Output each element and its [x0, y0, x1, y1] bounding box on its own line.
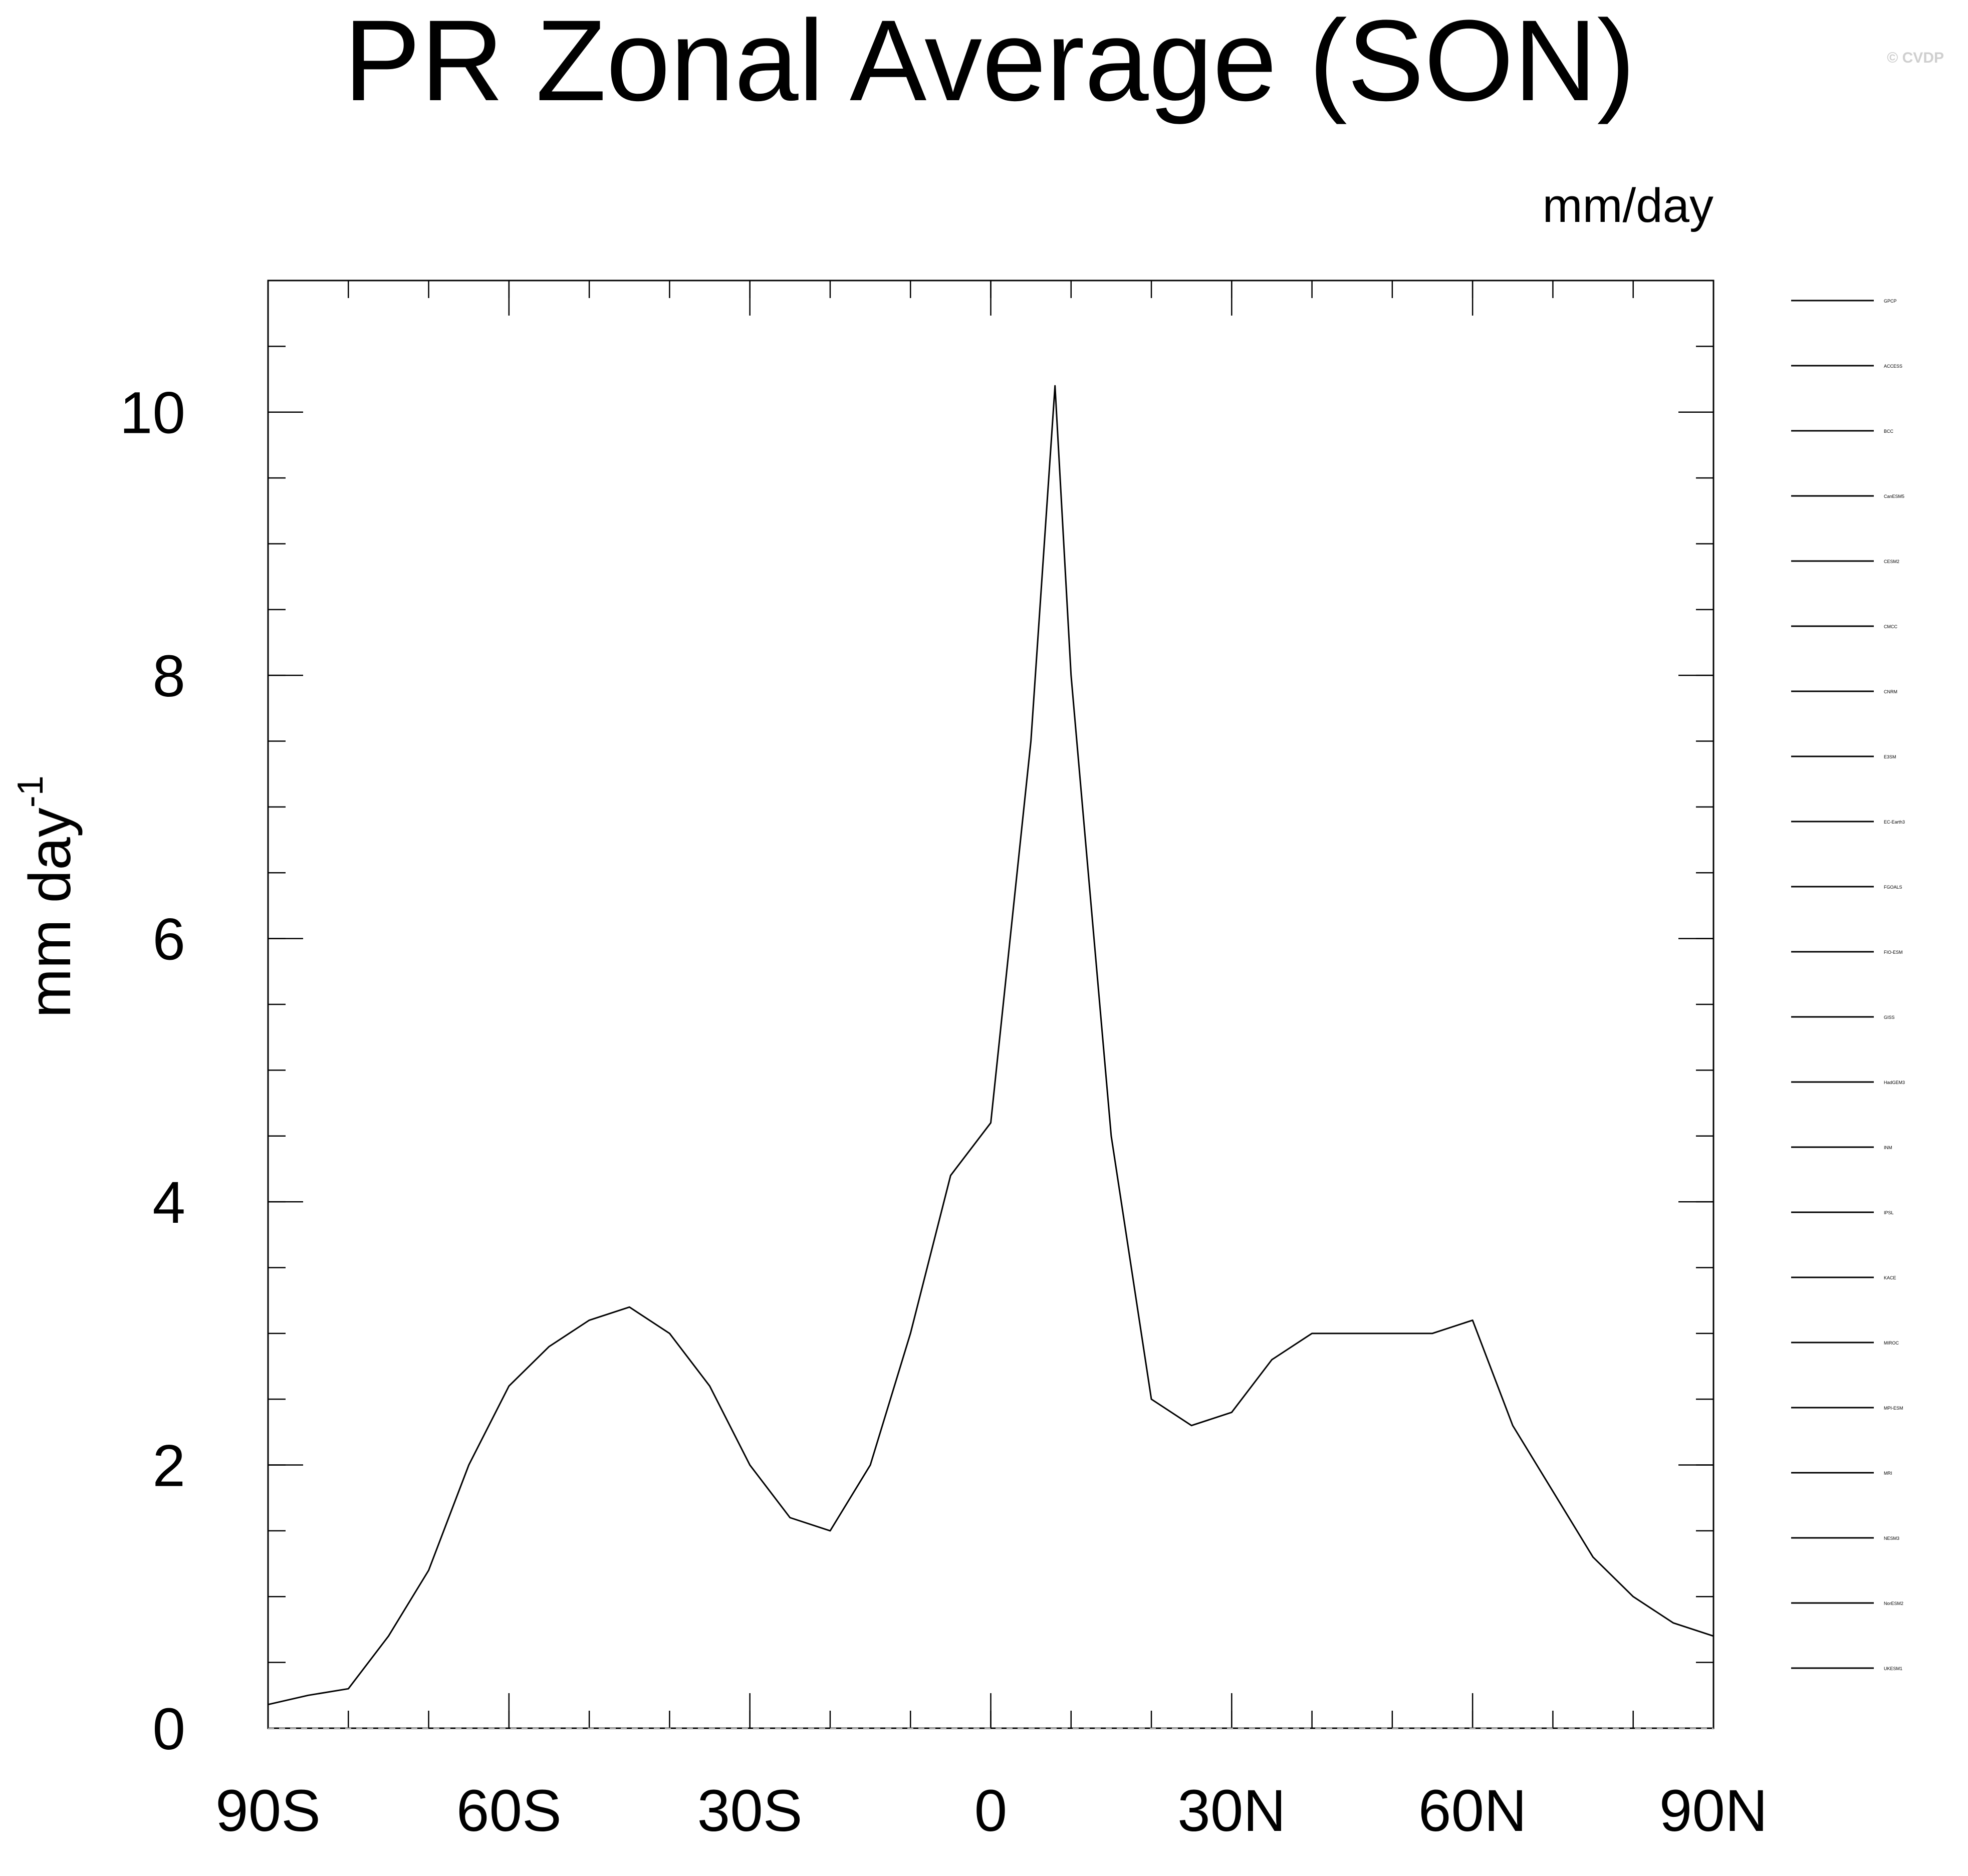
x-tick-label: 90N: [1659, 1778, 1768, 1844]
svg-text:mm day-1: mm day-1: [11, 775, 83, 1018]
legend-entry-label: CMCC: [1884, 624, 1897, 629]
chart-title: PR Zonal Average (SON): [344, 0, 1635, 125]
watermark: © CVDP: [1887, 50, 1944, 66]
legend-entry-label: MIROC: [1884, 1341, 1899, 1346]
legend-entry-label: ACCESS: [1884, 364, 1902, 369]
legend-entry-label: FGOALS: [1884, 885, 1902, 890]
y-axis-label-text: mm day: [17, 808, 83, 1018]
legend-entry-label: CanESM5: [1884, 494, 1904, 499]
legend-entry-label: UKESM1: [1884, 1666, 1902, 1671]
legend-entry-label: IPSL: [1884, 1210, 1894, 1215]
legend-entry-label: EC-Earth3: [1884, 820, 1905, 825]
y-axis-label-superscript: -1: [11, 775, 51, 808]
legend-entry-label: CESM2: [1884, 559, 1899, 564]
legend-entry-label: GISS: [1884, 1015, 1895, 1020]
x-tick-label: 60N: [1418, 1778, 1527, 1844]
y-tick-label: 4: [152, 1170, 185, 1236]
legend-entry-label: NorESM2: [1884, 1601, 1903, 1606]
plot-frame: [267, 280, 1714, 1729]
x-tick-label: 60S: [456, 1778, 562, 1844]
y-tick-label: 10: [120, 380, 185, 446]
legend-entry-label: GPCP: [1884, 299, 1897, 304]
legend-entry-label: HadGEM3: [1884, 1080, 1905, 1085]
legend-entry-label: CNRM: [1884, 689, 1897, 694]
legend: GPCP ACCESS BCC CanESM5 CESM2 CMCC CNRM E3SM EC-…: [1791, 299, 1905, 1671]
legend-entry-label: MPI-ESM: [1884, 1406, 1903, 1411]
legend-entry-label: NESM3: [1884, 1536, 1899, 1541]
legend-entry-label: INM: [1884, 1145, 1892, 1150]
legend-entry-label: FIO-ESM: [1884, 950, 1903, 955]
units-label: mm/day: [1543, 179, 1713, 232]
y-tick-label: 2: [152, 1433, 185, 1499]
legend-entry-label: MRI: [1884, 1471, 1892, 1476]
plot-area: 90S 60S 30S 0 30N 60N 90N 0 2 4 6 8 10: [120, 280, 1768, 1844]
x-tick-label: 30N: [1177, 1778, 1286, 1844]
y-axis-label: mm day-1: [11, 775, 83, 1018]
x-tick-label: 30S: [697, 1778, 803, 1844]
legend-entry-label: E3SM: [1884, 754, 1896, 759]
x-tick-label: 90S: [215, 1778, 321, 1844]
x-tick-label: 0: [974, 1778, 1008, 1844]
y-tick-label: 6: [152, 907, 185, 973]
legend-entry-label: BCC: [1884, 429, 1894, 434]
y-tick-label: 0: [152, 1696, 185, 1762]
y-tick-label: 8: [152, 643, 185, 709]
series-line-0: [268, 385, 1714, 1706]
legend-entry-label: KACE: [1884, 1275, 1896, 1280]
